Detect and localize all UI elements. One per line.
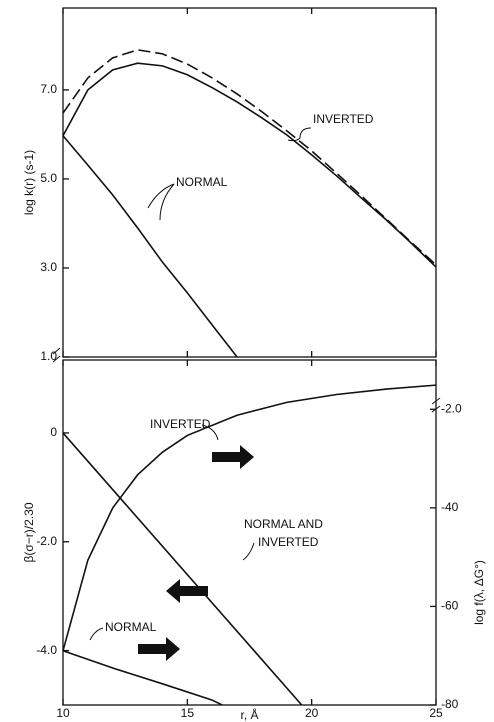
y-tick-label: 0 [50, 425, 57, 439]
y-axis-label: β(σ−r)/2.30 [22, 502, 36, 562]
x-tick-label: 20 [305, 706, 319, 720]
leader [201, 424, 219, 441]
annotation: NORMAL AND [244, 517, 323, 531]
y-tick-label: -4.0 [36, 643, 57, 657]
line-series [62, 650, 223, 706]
line-series [62, 384, 437, 651]
line-series [62, 62, 437, 268]
x-tick-label: 15 [181, 706, 195, 720]
y2-tick-label: -2.0 [441, 401, 462, 415]
annotation: INVERTED [313, 112, 374, 126]
y-tick-label: 1.0 [40, 349, 57, 363]
y-axis-label: log k(r) (s-1) [22, 150, 36, 215]
y-tick-label: -2.0 [36, 534, 57, 548]
arrows [138, 445, 254, 661]
y2-tick-label: -60 [441, 599, 459, 613]
arrow-left [166, 579, 208, 603]
line-series [62, 49, 437, 266]
annotation: INVERTED [150, 417, 211, 431]
y2-axis-label: log f(λ, ΔG°) [472, 560, 486, 625]
annotation: INVERTED [258, 535, 319, 549]
y2-tick-label: -40 [441, 500, 459, 514]
y-tick-label: 7.0 [40, 82, 57, 96]
y-tick-label: 5.0 [40, 171, 57, 185]
x-axis-label: r, Å [240, 707, 258, 722]
leader [89, 627, 104, 641]
decorations [52, 127, 441, 641]
y-tick-label: 3.0 [40, 260, 57, 274]
arrow-right [138, 637, 180, 661]
x-tick-label: 25 [429, 706, 443, 720]
plot-frame [62, 7, 437, 358]
line-series [62, 135, 238, 358]
y2-tick-label: -80 [441, 697, 459, 711]
annotation: NORMAL [176, 175, 228, 189]
plot-frame [62, 359, 437, 706]
annotation: NORMAL [105, 620, 157, 634]
line-series [62, 432, 303, 706]
arrow-right [212, 445, 254, 469]
axis-break [52, 347, 61, 363]
leader [147, 183, 175, 221]
leader [242, 542, 255, 561]
x-tick-label: 10 [56, 706, 70, 720]
leader [287, 127, 312, 142]
